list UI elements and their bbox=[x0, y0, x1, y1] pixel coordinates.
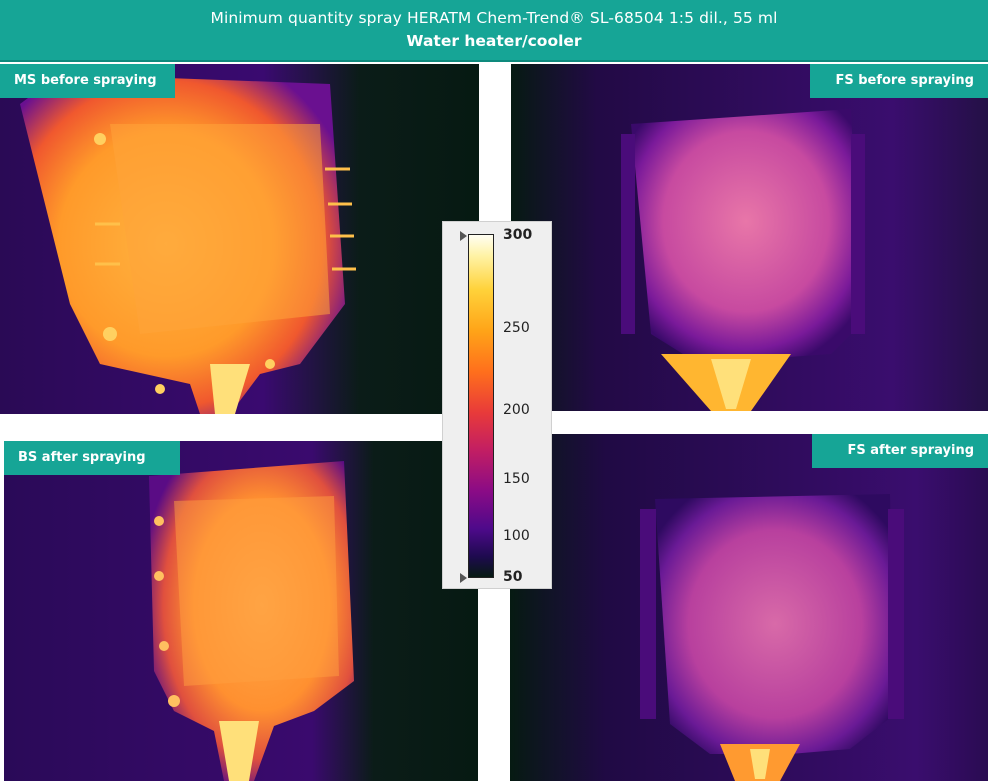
colorbar-label-200: 200 bbox=[503, 402, 530, 418]
thermal-image-fs-before: FS before spraying bbox=[511, 64, 988, 411]
thermal-image-fs-after-graphic bbox=[510, 434, 988, 781]
thermal-image-ms-before: MS before spraying bbox=[0, 64, 479, 414]
panel-label-ms-before: MS before spraying bbox=[0, 64, 175, 98]
colorbar-max-marker[interactable] bbox=[460, 231, 467, 241]
thermal-image-fs-before-graphic bbox=[511, 64, 988, 411]
colorbar-label-100: 100 bbox=[503, 528, 530, 544]
colorbar-gradient bbox=[468, 234, 494, 578]
thermal-image-fs-after: FS after spraying bbox=[510, 434, 988, 781]
colorbar-min-marker[interactable] bbox=[460, 573, 467, 583]
page-header: Minimum quantity spray HERATM Chem-Trend… bbox=[0, 0, 988, 62]
colorbar-label-50: 50 bbox=[503, 569, 523, 585]
thermal-image-bs-after-graphic bbox=[4, 441, 478, 781]
header-title: Minimum quantity spray HERATM Chem-Trend… bbox=[210, 9, 778, 27]
thermal-image-ms-before-graphic bbox=[0, 64, 479, 414]
panel-label-bs-after: BS after spraying bbox=[4, 441, 180, 475]
panel-label-fs-before: FS before spraying bbox=[810, 64, 988, 98]
colorbar-label-150: 150 bbox=[503, 471, 530, 487]
temperature-colorbar: 300 250 200 150 100 50 bbox=[442, 221, 552, 589]
colorbar-label-250: 250 bbox=[503, 320, 530, 336]
header-subtitle: Water heater/cooler bbox=[406, 32, 582, 50]
panel-label-fs-after: FS after spraying bbox=[812, 434, 988, 468]
colorbar-label-300: 300 bbox=[503, 227, 533, 243]
thermal-image-bs-after: BS after spraying bbox=[4, 441, 478, 781]
